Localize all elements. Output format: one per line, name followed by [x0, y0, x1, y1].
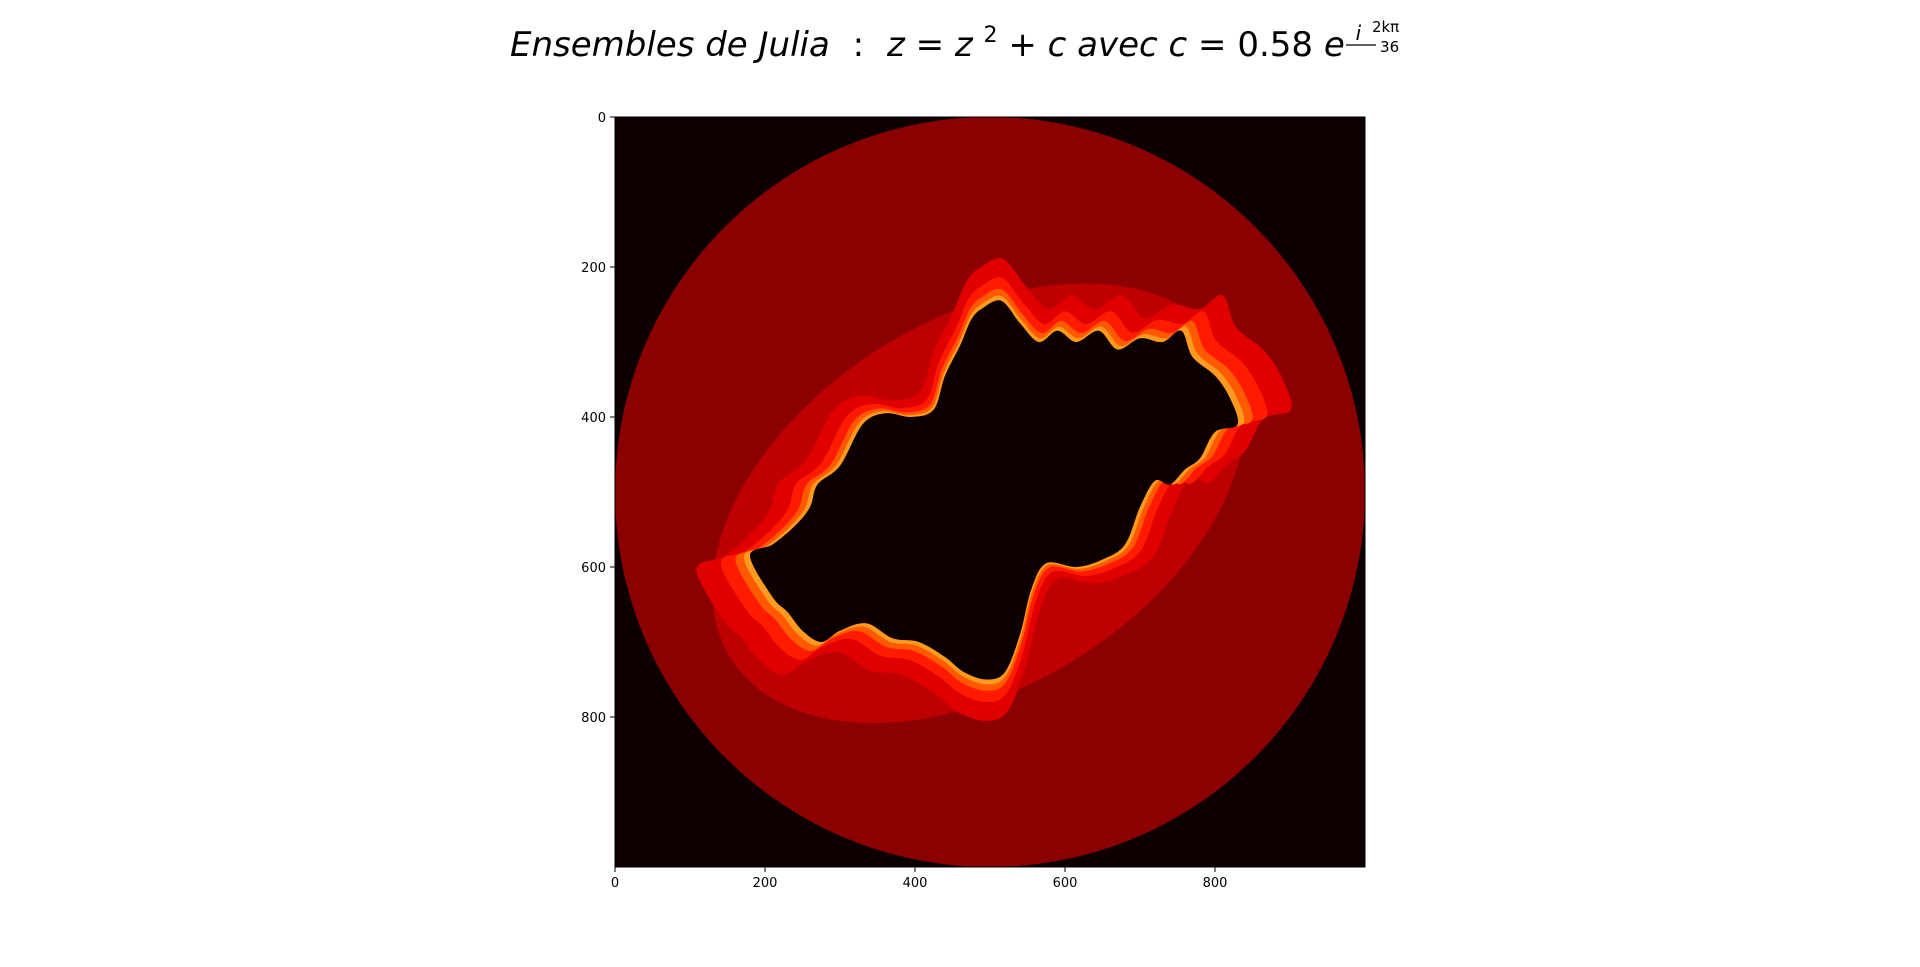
chart-title: Ensembles de Julia : z = z 2 + c avec c … — [510, 1, 1410, 65]
julia-set-interior — [750, 300, 1239, 680]
y-tick-label: 800 — [581, 711, 606, 726]
x-tick-label: 800 — [1203, 876, 1228, 891]
y-tick-label: 200 — [581, 261, 606, 276]
x-axis: 0 200 400 600 800 — [611, 867, 1228, 891]
y-tick-label: 600 — [581, 561, 606, 576]
title-e: e — [1324, 25, 1345, 65]
title-part1: Ensembles de Julia — [510, 25, 830, 65]
x-tick-label: 0 — [611, 876, 619, 891]
title-i: i — [1356, 21, 1362, 45]
y-axis: 0 200 400 600 800 — [581, 111, 615, 726]
julia-image — [615, 117, 1365, 867]
x-tick-label: 600 — [1053, 876, 1078, 891]
x-tick-label: 400 — [903, 876, 928, 891]
y-tick-label: 400 — [581, 411, 606, 426]
title-z-eq: z = z — [886, 25, 974, 65]
x-tick-label: 200 — [753, 876, 778, 891]
title-plus-c: + c avec c = — [1008, 25, 1237, 65]
title-square: 2 — [984, 23, 998, 48]
title-colon: : — [853, 25, 864, 65]
title-num: 0.58 — [1237, 25, 1313, 65]
title-frac-den: 36 — [1380, 38, 1399, 56]
title-frac-num: 2kπ — [1372, 18, 1399, 36]
axes-frame — [614, 116, 1366, 868]
y-tick-label: 0 — [598, 111, 606, 126]
